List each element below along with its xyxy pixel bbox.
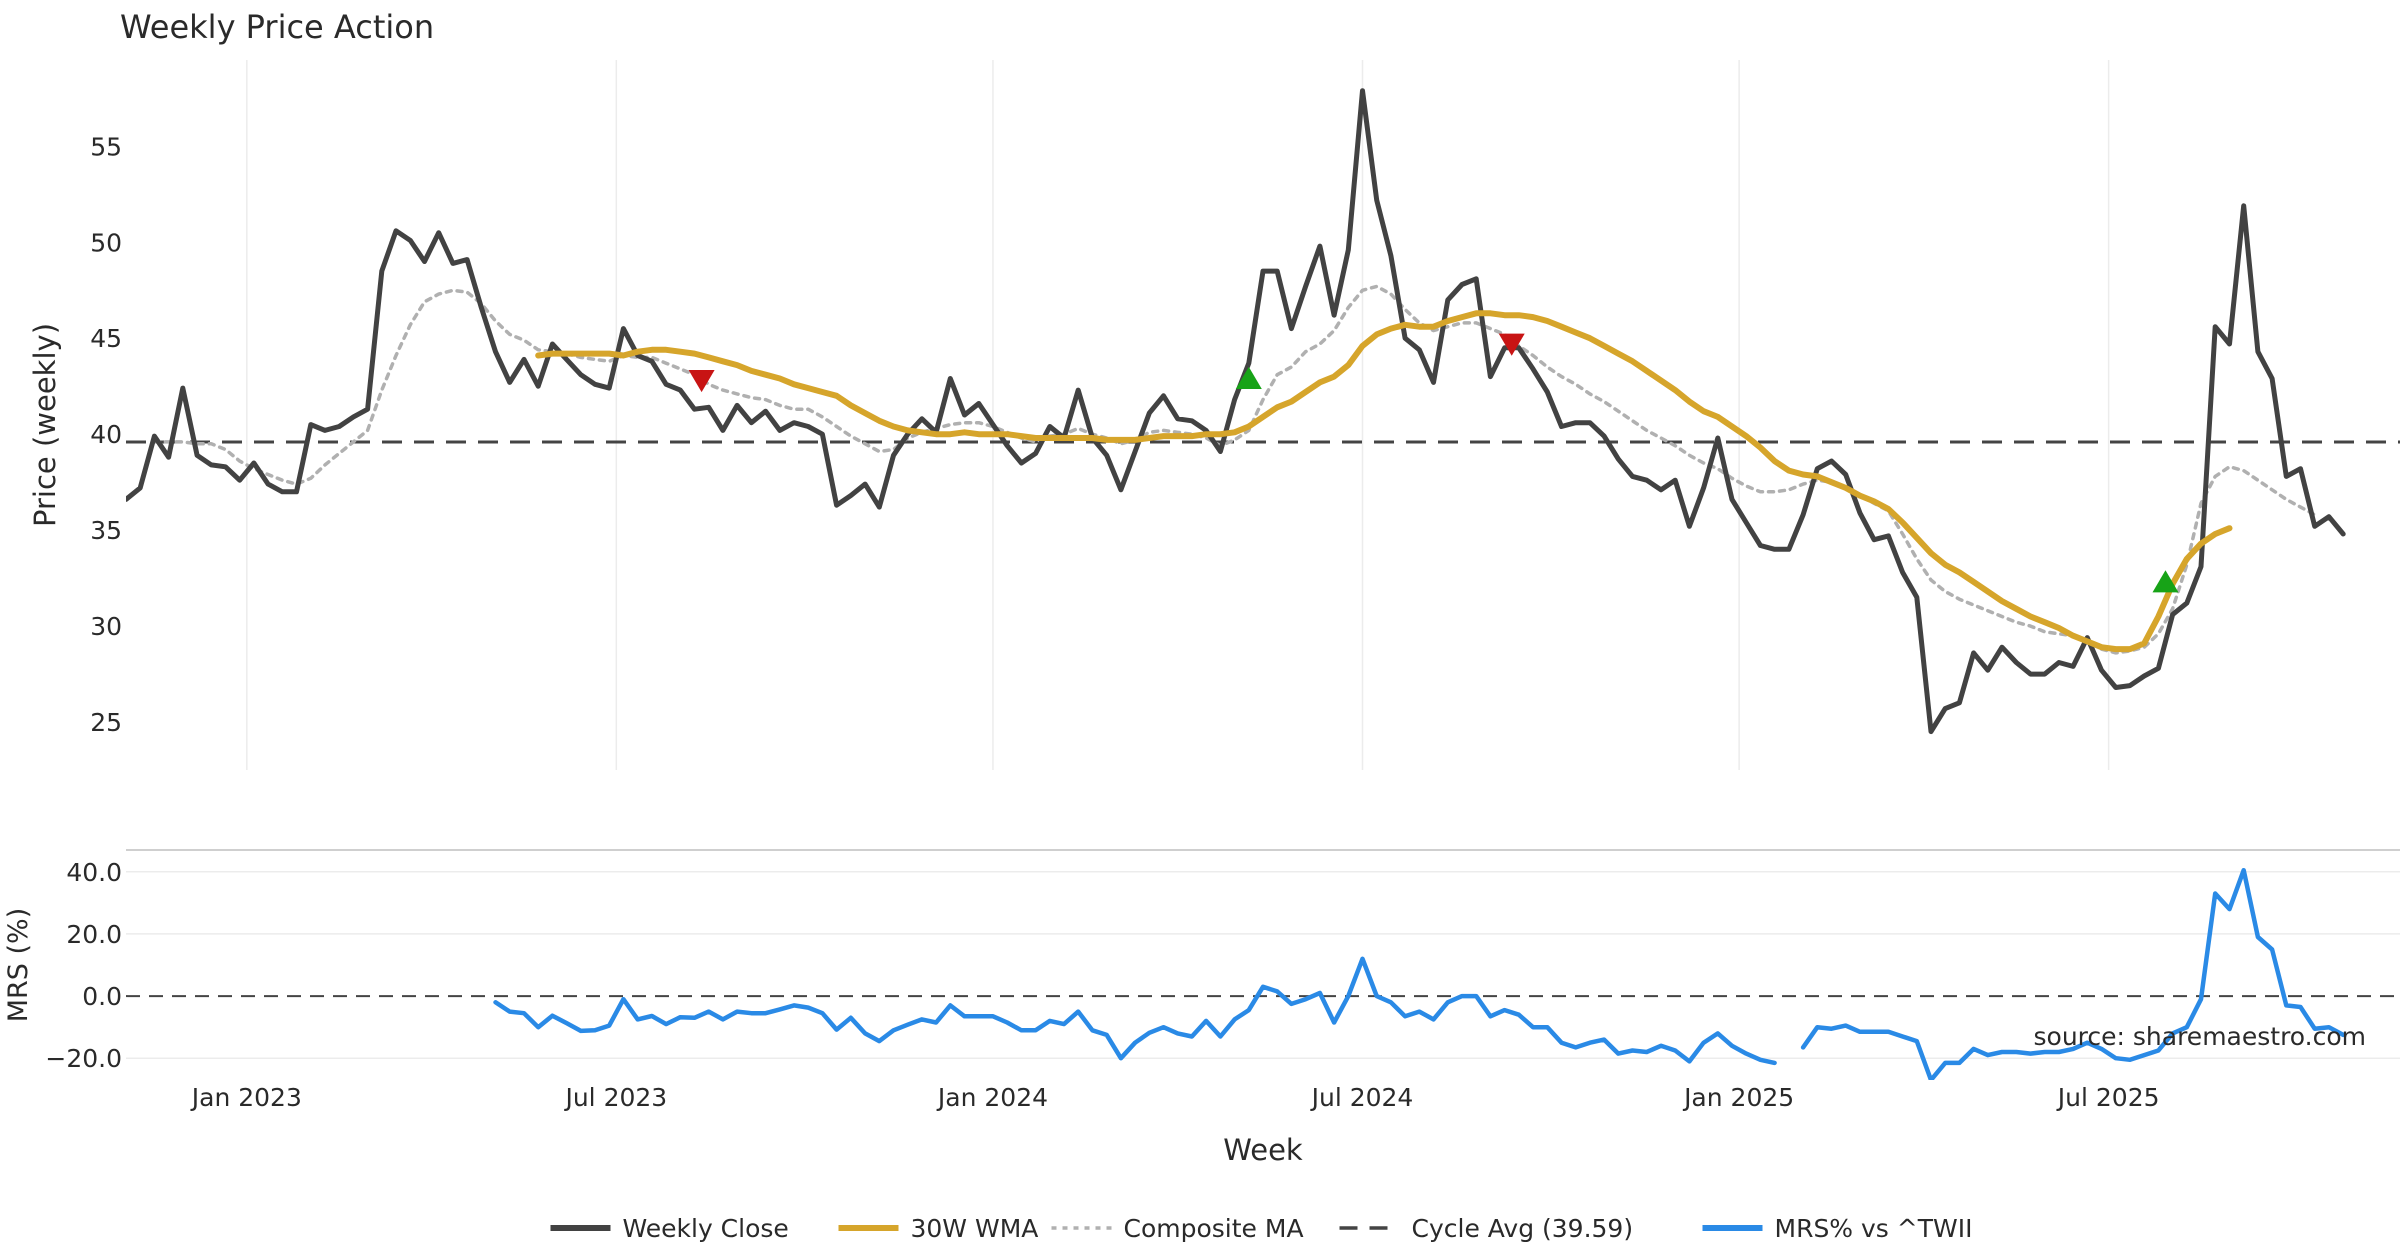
mrs-gridlines	[126, 871, 2400, 1059]
signal-markers	[688, 333, 2179, 593]
legend: Weekly Close 30W WMA Composite MA Cycle Avg…	[550, 1214, 1973, 1243]
price-y-tick-label: 25	[90, 708, 122, 737]
chart-title: Weekly Price Action	[120, 8, 434, 46]
weekly-close-line	[126, 88, 2346, 735]
x-axis-label: Week	[1223, 1133, 1303, 1167]
price-y-axis-ticks: 25 30 35 40 45 50 55	[90, 132, 122, 737]
watermark: source: sharemaestro.com	[2034, 1022, 2367, 1051]
mrs-y-axis-label: MRS (%)	[3, 908, 34, 1023]
x-tick-label: Jan 2025	[1682, 1083, 1794, 1112]
x-axis-ticks: Jan 2023 Jul 2023 Jan 2024 Jul 2024 Jan 2025…	[190, 1083, 2160, 1112]
mrs-y-tick-label: 20.0	[66, 920, 122, 949]
buy-signal-marker	[1235, 366, 1262, 389]
price-y-tick-label: 50	[90, 228, 122, 257]
mrs-y-tick-label: 40.0	[66, 858, 122, 887]
mrs-y-tick-label: −20.0	[45, 1044, 122, 1073]
legend-label: Composite MA	[1124, 1214, 1304, 1243]
price-y-tick-label: 40	[90, 420, 122, 449]
legend-label: 30W WMA	[911, 1214, 1039, 1243]
legend-label: MRS% vs ^TWII	[1775, 1214, 1973, 1243]
mrs-panel: −20.0 0.0 20.0 40.0 MRS (%) source: sharema…	[3, 849, 2400, 1080]
composite-ma-line	[152, 284, 2317, 655]
price-y-tick-label: 45	[90, 324, 122, 353]
x-tick-label: Jan 2024	[936, 1083, 1048, 1112]
price-y-axis-label: Price (weekly)	[28, 323, 62, 527]
buy-signal-marker	[2152, 570, 2179, 593]
mrs-line	[493, 867, 2346, 1080]
price-y-tick-label: 35	[90, 516, 122, 545]
x-tick-label: Jul 2024	[1310, 1083, 1414, 1112]
sell-signal-marker	[688, 370, 715, 393]
price-y-tick-label: 30	[90, 612, 122, 641]
price-panel: 25 30 35 40 45 50 55 Price (weekly)	[28, 60, 2400, 770]
price-y-tick-label: 55	[90, 132, 122, 161]
x-tick-label: Jan 2023	[190, 1083, 302, 1112]
x-tick-label: Jul 2025	[2056, 1083, 2160, 1112]
wma-30w-line	[535, 310, 2233, 653]
mrs-y-axis-ticks: −20.0 0.0 20.0 40.0	[45, 858, 122, 1073]
price-gridlines	[246, 60, 2110, 770]
mrs-y-tick-label: 0.0	[82, 982, 122, 1011]
mrs-series-line	[493, 867, 2346, 1080]
x-tick-label: Jul 2023	[563, 1083, 667, 1112]
sell-signal-marker	[1498, 333, 1525, 356]
legend-label: Weekly Close	[623, 1214, 789, 1243]
price-series-lines	[126, 88, 2346, 735]
legend-label: Cycle Avg (39.59)	[1412, 1214, 1634, 1243]
